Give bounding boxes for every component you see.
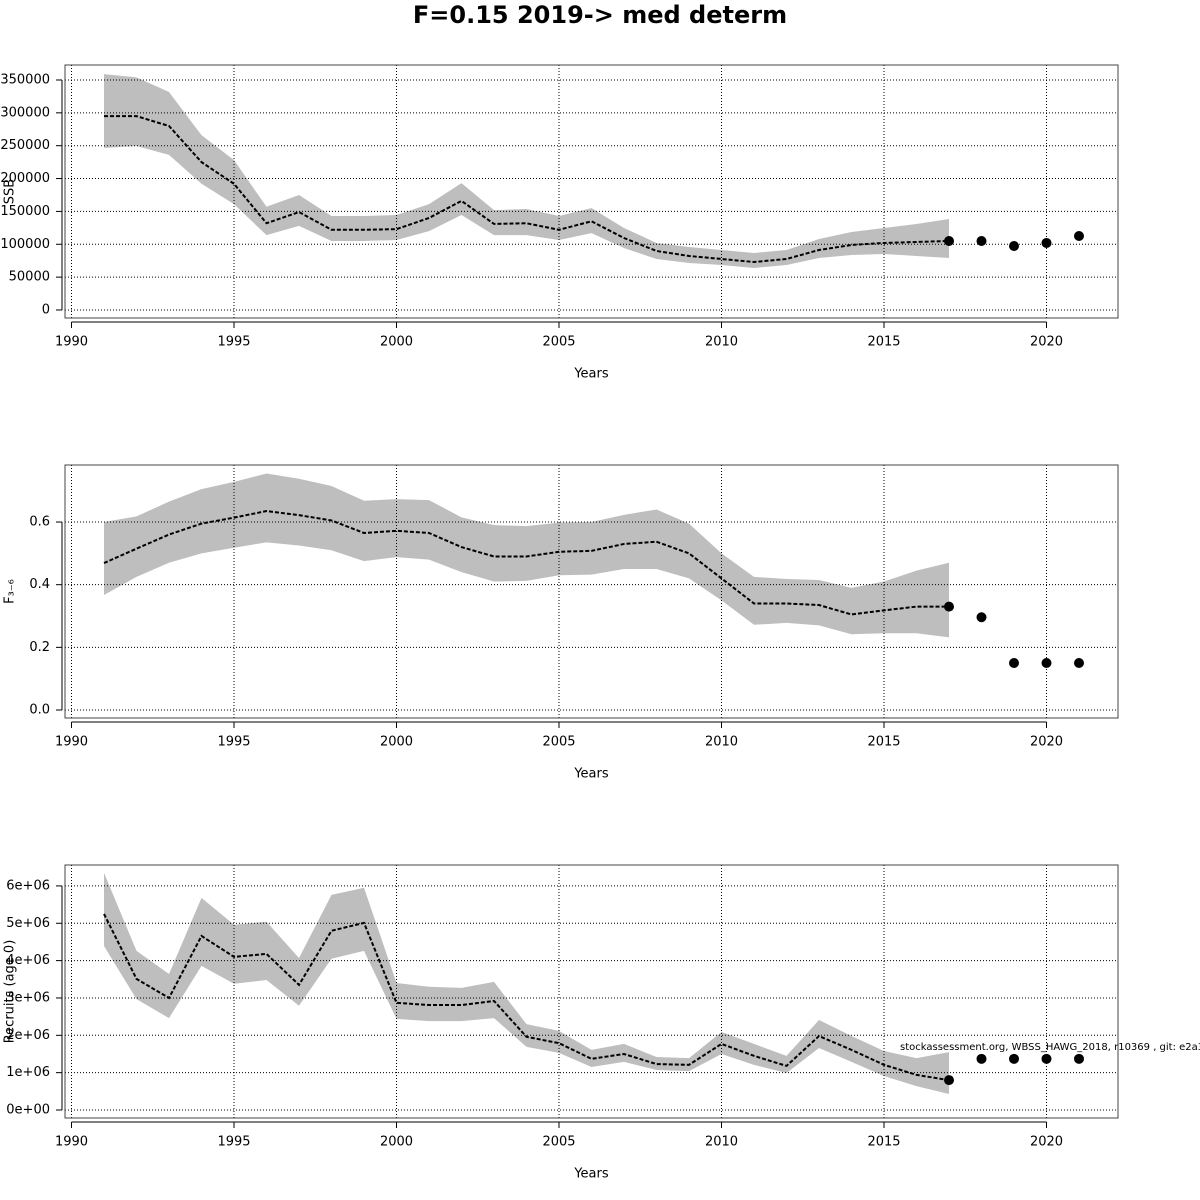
x-tick-label: 1990 — [55, 335, 88, 350]
x-tick-label: 2020 — [1030, 1135, 1063, 1150]
y-tick-label: 5e+06 — [6, 916, 50, 931]
x-tick-label: 1990 — [55, 735, 88, 750]
plot-frame — [64, 464, 1119, 719]
y-tick-label: 0e+00 — [6, 1103, 50, 1118]
y-tick-label: 0.0 — [29, 703, 50, 718]
y-axis-label: SSB — [3, 179, 18, 204]
plot-frame — [64, 64, 1119, 319]
forecast-point — [1074, 230, 1084, 241]
forecast-point — [1041, 237, 1052, 248]
annotation: stockassessment.org, WBSS_HAWG_2018, r10… — [900, 1042, 1200, 1053]
forecast-point — [976, 1053, 987, 1064]
y-tick-label: 3e+06 — [6, 990, 50, 1005]
forecast-point — [976, 235, 987, 246]
x-tick-label: 1995 — [217, 335, 250, 350]
confidence-band — [104, 473, 949, 638]
median-line — [103, 510, 949, 616]
y-tick-label: 350000 — [0, 72, 50, 87]
x-axis-label: Years — [573, 767, 609, 782]
x-tick-label: 2005 — [542, 335, 575, 350]
figure-title: F=0.15 2019-> med determ — [413, 1, 787, 29]
forecast-point — [1009, 658, 1019, 669]
y-tick-label: 250000 — [0, 138, 50, 153]
y-axis-label: F₃₋₆ — [3, 579, 18, 604]
forecast-point — [1074, 1053, 1084, 1064]
x-tick-label: 2020 — [1030, 335, 1063, 350]
y-tick-label: 200000 — [0, 171, 50, 186]
x-tick-label: 2000 — [380, 735, 413, 750]
y-tick-label: 150000 — [0, 204, 50, 219]
plot-frame — [64, 864, 1119, 1119]
panel: 1990 1995 2000 2005 2010 2015 2020 Years 0e+00 1e… — [3, 864, 1200, 1182]
y-tick-label: 6e+06 — [6, 878, 50, 893]
forecast-point — [944, 235, 954, 246]
x-tick-label: 1995 — [217, 1135, 250, 1150]
y-tick-label: 50000 — [9, 270, 50, 285]
median-line — [103, 913, 950, 1082]
forecast-point — [1041, 658, 1052, 669]
forecast-point — [1009, 1053, 1019, 1064]
forecast-point — [944, 601, 954, 612]
x-tick-label: 2005 — [542, 735, 575, 750]
panel: 1990 1995 2000 2005 2010 2015 2020 Years 0.0 0.2 0… — [3, 464, 1119, 782]
x-tick-label: 2000 — [380, 1135, 413, 1150]
y-tick-label: 100000 — [0, 237, 50, 252]
x-tick-label: 2015 — [867, 335, 900, 350]
forecast-point — [1009, 240, 1019, 251]
y-axis-label: Recruits (age 0) — [3, 940, 18, 1044]
x-tick-label: 2010 — [705, 1135, 738, 1150]
x-tick-label: 1990 — [55, 1135, 88, 1150]
forecast-point — [1041, 1053, 1052, 1064]
y-tick-label: 2e+06 — [6, 1028, 50, 1043]
y-tick-label: 0 — [42, 302, 50, 317]
y-tick-label: 300000 — [0, 105, 50, 120]
y-tick-label: 0.6 — [29, 515, 50, 530]
forecast-point — [944, 1075, 954, 1086]
y-tick-label: 0.2 — [29, 640, 50, 655]
x-tick-label: 2020 — [1030, 735, 1063, 750]
x-tick-label: 2015 — [867, 735, 900, 750]
x-axis-label: Years — [573, 1167, 609, 1182]
forecast-point — [1074, 658, 1084, 669]
x-tick-label: 1995 — [217, 735, 250, 750]
median-line — [104, 115, 950, 264]
panel: 1990 1995 2000 2005 2010 2015 2020 Years 0 50000 1… — [0, 64, 1119, 382]
y-tick-label: 0.4 — [29, 577, 50, 592]
x-tick-label: 2005 — [542, 1135, 575, 1150]
confidence-band — [104, 872, 949, 1094]
confidence-band — [104, 74, 949, 268]
y-tick-label: 1e+06 — [6, 1065, 50, 1080]
x-tick-label: 2015 — [867, 1135, 900, 1150]
y-tick-label: 4e+06 — [6, 953, 50, 968]
forecast-point — [976, 612, 987, 623]
x-tick-label: 2010 — [705, 735, 738, 750]
x-tick-label: 2010 — [705, 335, 738, 350]
x-tick-label: 2000 — [380, 335, 413, 350]
x-axis-label: Years — [573, 367, 609, 382]
